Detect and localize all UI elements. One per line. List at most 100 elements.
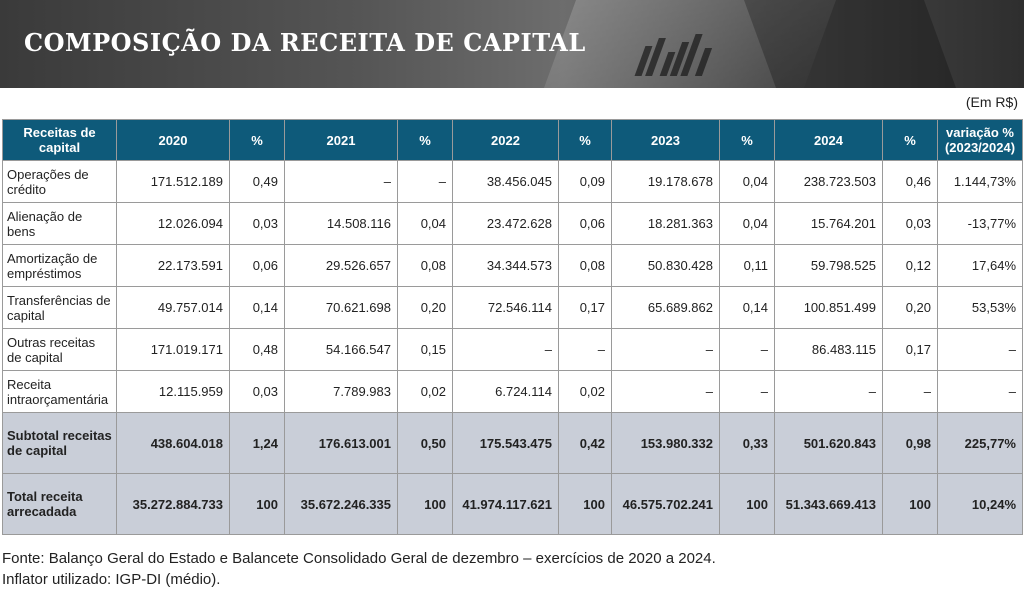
page-title: COMPOSIÇÃO DA RECEITA DE CAPITAL [24,28,586,57]
table-cell: – [397,160,453,203]
tot-row: Total receita arrecadada 35.272.884.733 10… [2,473,1023,535]
table-cell: 34.344.573 [452,244,559,287]
table-body: Operações de crédito 171.512.189 0,49– –38.… [2,160,1023,535]
table-cell: 100 [882,473,938,535]
table-header-row: Receitas de capital 2020% 2021% 2022% 2023% 2… [2,119,1023,161]
table-cell: 53,53% [937,286,1023,329]
table-cell: 0,08 [558,244,612,287]
table-cell: 0,42 [558,412,612,474]
table-cell: 171.019.171 [116,328,230,371]
table-cell: 100.851.499 [774,286,883,329]
table-cell: 7.789.983 [284,370,398,413]
table-cell: 0,33 [719,412,775,474]
table-row: Receita intraorçamentária 12.115.959 0,03 7… [2,370,1023,413]
column-header: 2022 [452,119,559,161]
table-cell: 12.026.094 [116,202,230,245]
table-row: Amortização de empréstimos 22.173.591 0,06… [2,244,1023,287]
table-cell: 17,64% [937,244,1023,287]
table-cell: 38.456.045 [452,160,559,203]
column-header: 2021 [284,119,398,161]
table-cell: 1.144,73% [937,160,1023,203]
table-cell: – [558,328,612,371]
table-cell: 0,17 [558,286,612,329]
column-header: % [558,119,612,161]
table-cell: 0,14 [229,286,285,329]
table-cell: 0,46 [882,160,938,203]
table-cell: 29.526.657 [284,244,398,287]
column-header: % [397,119,453,161]
column-header: % [229,119,285,161]
table-cell: 18.281.363 [611,202,720,245]
table-cell: – [611,370,720,413]
table-cell: 176.613.001 [284,412,398,474]
table-cell: 51.343.669.413 [774,473,883,535]
column-header: 2023 [611,119,720,161]
unit-label: (Em R$) [965,94,1018,110]
table-cell: 0,14 [719,286,775,329]
table-cell: 35.272.884.733 [116,473,230,535]
table-row: Operações de crédito 171.512.189 0,49– –38.… [2,160,1023,203]
table-cell: 1,24 [229,412,285,474]
table-cell: 12.115.959 [116,370,230,413]
table-cell: 0,04 [397,202,453,245]
revenue-table: Receitas de capital 2020% 2021% 2022% 2023% 2… [2,119,1023,535]
table-cell: – [611,328,720,371]
table-cell: 100 [719,473,775,535]
table-cell: 438.604.018 [116,412,230,474]
title-banner: COMPOSIÇÃO DA RECEITA DE CAPITAL [0,0,1024,88]
table-cell: – [719,328,775,371]
table-cell: 171.512.189 [116,160,230,203]
table-cell: 49.757.014 [116,286,230,329]
row-label: Receita intraorçamentária [2,370,117,413]
table-cell: 50.830.428 [611,244,720,287]
table-cell: 100 [229,473,285,535]
column-header: % [719,119,775,161]
row-label: Subtotal receitas de capital [2,412,117,474]
table-cell: – [937,370,1023,413]
table-cell: 501.620.843 [774,412,883,474]
table-cell: 0,50 [397,412,453,474]
table-cell: 6.724.114 [452,370,559,413]
table-cell: 15.764.201 [774,202,883,245]
table-cell: 41.974.117.621 [452,473,559,535]
table-cell: 14.508.116 [284,202,398,245]
table-cell: 153.980.332 [611,412,720,474]
table-cell: 0,12 [882,244,938,287]
row-label: Operações de crédito [2,160,117,203]
column-header: Receitas de capital [2,119,117,161]
table-cell: 175.543.475 [452,412,559,474]
table-cell: 0,11 [719,244,775,287]
table-cell: 100 [558,473,612,535]
table-cell: 0,15 [397,328,453,371]
table-cell: 0,03 [229,370,285,413]
table-cell: 46.575.702.241 [611,473,720,535]
table-cell: 0,02 [558,370,612,413]
table-row: Alienação de bens 12.026.094 0,03 14.508.11… [2,202,1023,245]
table-cell: 19.178.678 [611,160,720,203]
banner-decoration-shadow [743,0,957,88]
table-cell: 72.546.114 [452,286,559,329]
table-cell: -13,77% [937,202,1023,245]
row-label: Amortização de empréstimos [2,244,117,287]
table-cell: 0,17 [882,328,938,371]
table-cell: 65.689.862 [611,286,720,329]
table-cell: 0,98 [882,412,938,474]
table-cell: 100 [397,473,453,535]
table-cell: 0,49 [229,160,285,203]
column-header: 2024 [774,119,883,161]
row-label: Transferências de capital [2,286,117,329]
table-cell: 0,04 [719,160,775,203]
table-cell: – [937,328,1023,371]
table-cell: 0,20 [882,286,938,329]
table-cell: 0,20 [397,286,453,329]
column-header: % [882,119,938,161]
table-cell: 238.723.503 [774,160,883,203]
table-row: Outras receitas de capital 171.019.171 0,4… [2,328,1023,371]
table-cell: 0,08 [397,244,453,287]
table-cell: 0,04 [719,202,775,245]
table-cell: 225,77% [937,412,1023,474]
column-header: 2020 [116,119,230,161]
column-header: variação % (2023/2024) [937,119,1023,161]
row-label: Outras receitas de capital [2,328,117,371]
table-cell: 22.173.591 [116,244,230,287]
